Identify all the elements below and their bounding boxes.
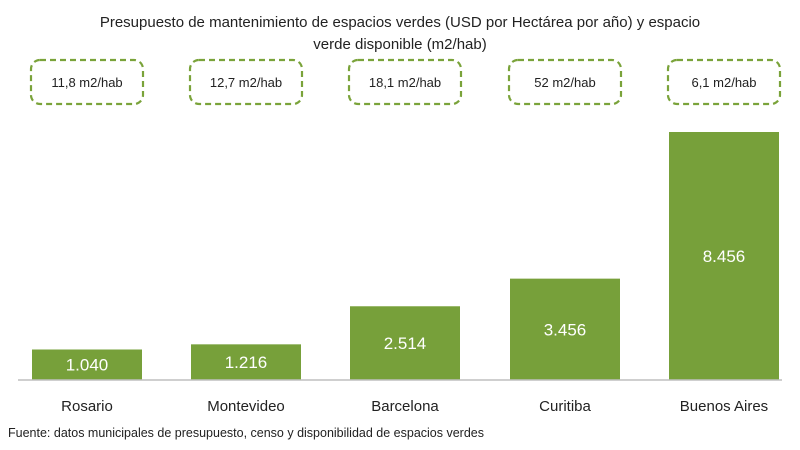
green-space-value: 52 m2/hab <box>534 75 595 90</box>
green-space-badge <box>507 58 623 106</box>
category-label: Montevideo <box>207 398 285 415</box>
category-label: Curitiba <box>539 398 591 415</box>
bar-value-label: 8.456 <box>703 247 746 266</box>
green-space-badge <box>188 58 304 106</box>
category-labels: Rosario Montevideo Barcelona Curitiba Buenos… <box>61 398 768 415</box>
chart-title-line-1: Presupuesto de mantenimiento de espacios… <box>100 14 700 31</box>
bars-group: 1.040 1.216 2.514 3.456 8.456 <box>32 132 779 380</box>
category-label: Buenos Aires <box>680 398 768 415</box>
bar-curitiba <box>510 278 620 380</box>
bar-montevideo <box>191 344 301 380</box>
source-note: Fuente: datos municipales de presupuesto… <box>8 426 484 440</box>
green-space-value: 6,1 m2/hab <box>691 75 756 90</box>
chart-title-line-2: verde disponible (m2/hab) <box>313 36 486 53</box>
category-label: Barcelona <box>371 398 439 415</box>
bar-buenos-aires <box>669 132 779 380</box>
bar-barcelona <box>350 306 460 380</box>
green-space-value: 12,7 m2/hab <box>210 75 282 90</box>
green-space-badge <box>666 58 782 106</box>
bar-value-label: 3.456 <box>544 320 587 339</box>
bar-rosario <box>32 349 142 380</box>
bar-value-label: 1.216 <box>225 353 268 372</box>
bar-value-label: 2.514 <box>384 334 427 353</box>
green-space-value: 18,1 m2/hab <box>369 75 441 90</box>
green-space-badge <box>347 58 463 106</box>
green-space-badges: 11,8 m2/hab 12,7 m2/hab 18,1 m2/hab 52 m2/h… <box>29 58 782 106</box>
green-space-value: 11,8 m2/hab <box>51 75 122 90</box>
bar-value-label: 1.040 <box>66 356 109 375</box>
green-space-badge <box>29 58 145 106</box>
category-label: Rosario <box>61 398 113 415</box>
